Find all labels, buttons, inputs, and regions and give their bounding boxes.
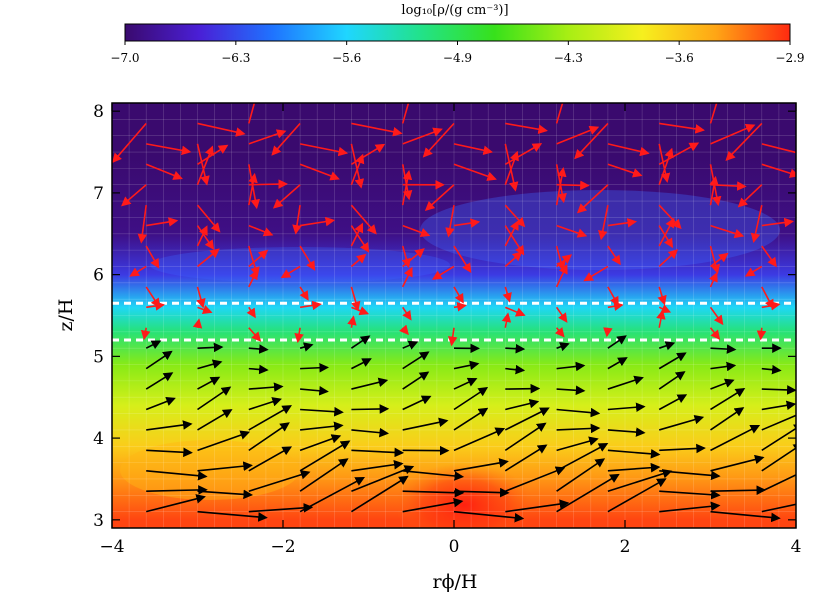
y-tick-label: 3: [93, 511, 104, 531]
colorbar-tick-label: −4.3: [554, 51, 583, 65]
colorbar-ticks: −7.0 −6.3 −5.6 −4.9 −4.3 −3.6 −2.9: [110, 41, 804, 65]
high-density-core: [394, 463, 534, 547]
colorbar-tick-label: −7.0: [110, 51, 139, 65]
colorbar-tick-label: −4.9: [443, 51, 472, 65]
velocity-arrow: [761, 328, 762, 339]
x-tick-label: 4: [791, 537, 802, 557]
y-tick-label: 6: [93, 266, 104, 286]
colorbar-tick-label: −3.6: [665, 51, 694, 65]
velocity-arrow: [505, 389, 538, 390]
colorbar: log₁₀[ρ/(g cm⁻³)] −7.0 −6.3 −5.6 −4.9 −4.3 −3…: [110, 3, 804, 65]
colorbar-label: log₁₀[ρ/(g cm⁻³)]: [401, 3, 508, 18]
x-tick-label: 2: [620, 537, 631, 557]
x-axis-label: rϕ/H: [432, 571, 477, 593]
grid-lines: [112, 103, 796, 528]
x-tick-label: 0: [449, 537, 460, 557]
plot-area: −4 −2 0 2 4 3 4 5 6 7 8: [93, 75, 823, 557]
colorbar-tick-label: −6.3: [221, 51, 250, 65]
x-tick-label: −4: [99, 537, 124, 557]
y-axis-label: z/H: [55, 299, 77, 332]
y-tick-label: 5: [93, 347, 104, 367]
colorbar-tick-label: −5.6: [332, 51, 361, 65]
y-tick-label: 4: [93, 429, 104, 449]
y-tick-label: 8: [93, 102, 104, 122]
velocity-arrow: [607, 328, 608, 336]
velocity-arrow: [351, 409, 387, 410]
y-tick-label: 7: [93, 184, 104, 204]
colorbar-gradient: [125, 24, 790, 41]
velocity-arrow: [505, 348, 523, 349]
velocity-arrow: [249, 184, 287, 185]
x-tick-label: −2: [270, 537, 295, 557]
colorbar-tick-label: −2.9: [775, 51, 804, 65]
